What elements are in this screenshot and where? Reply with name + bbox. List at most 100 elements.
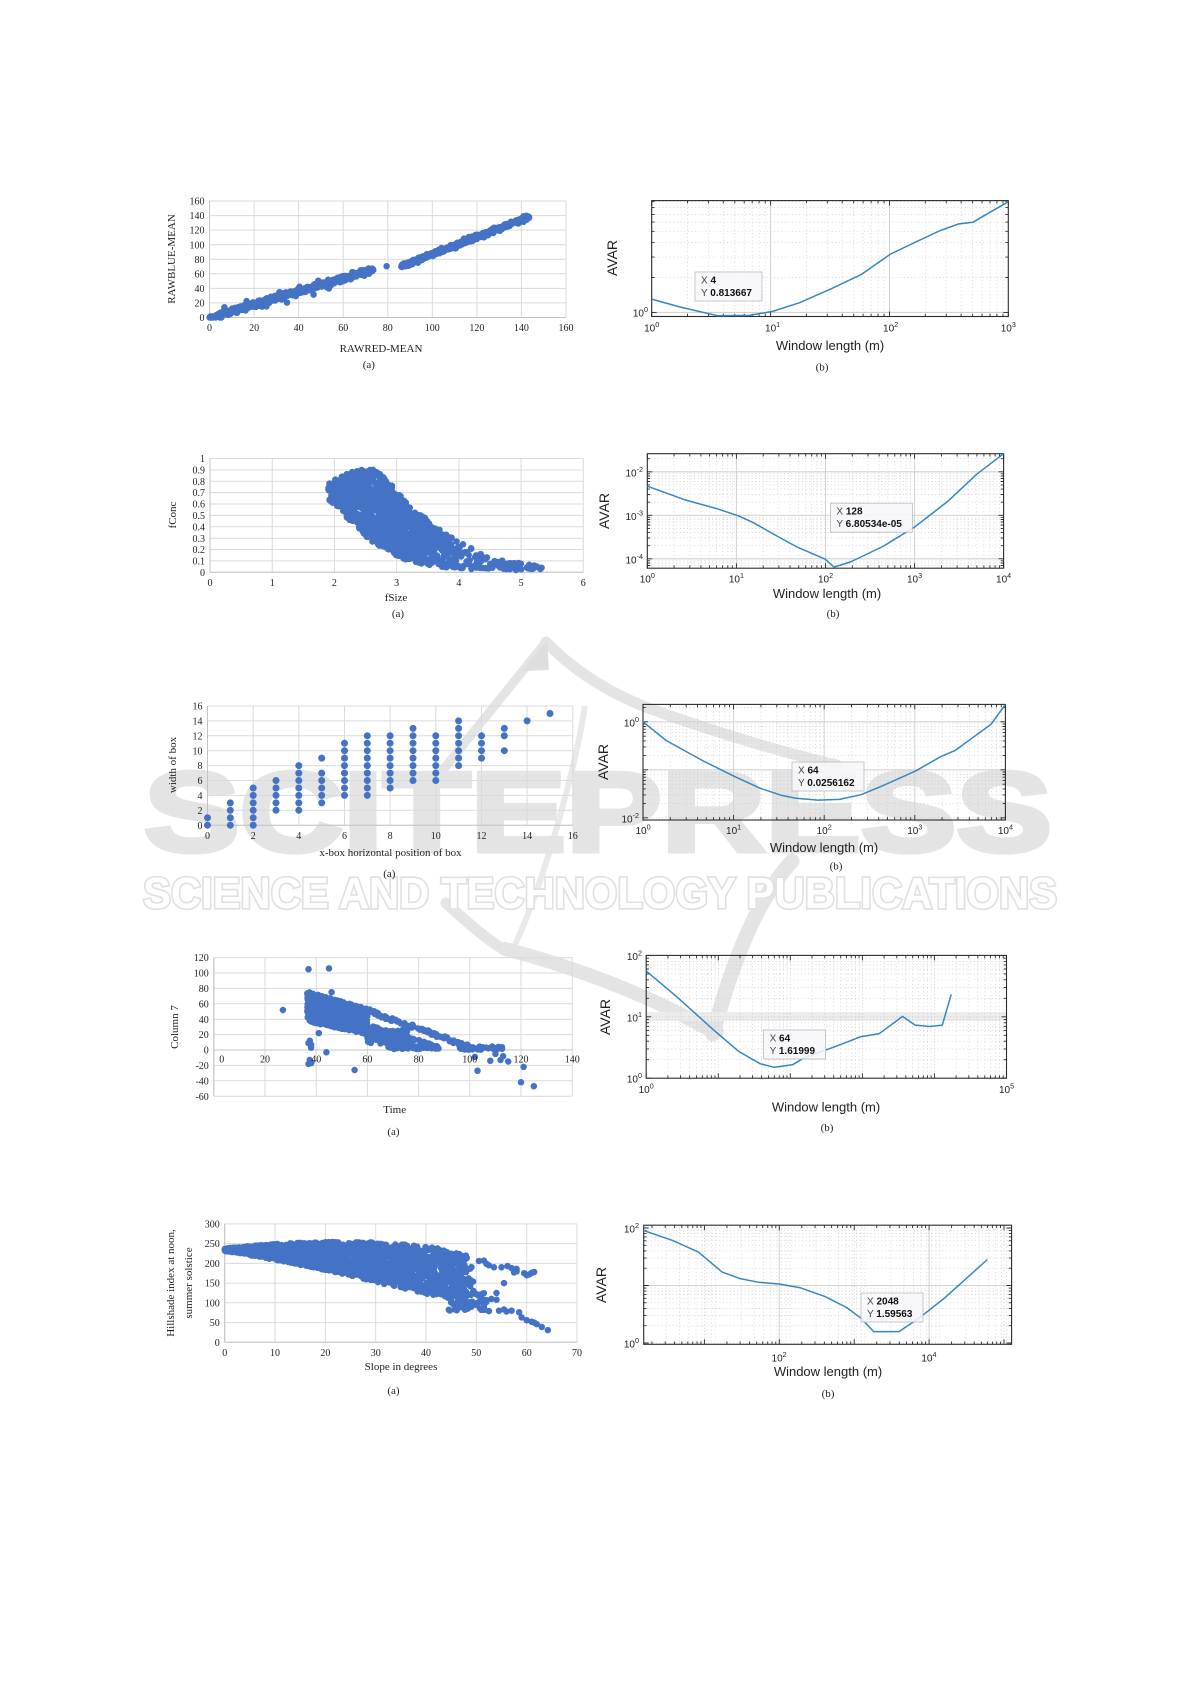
svg-text:4: 4	[296, 831, 301, 842]
svg-text:AVAR: AVAR	[593, 1267, 609, 1303]
svg-text:Column 7: Column 7	[169, 1005, 181, 1049]
svg-text:SCIENCE AND TECHNOLOGY PUBLICA: SCIENCE AND TECHNOLOGY PUBLICATIONS	[143, 869, 1057, 918]
svg-text:140: 140	[514, 323, 529, 334]
svg-text:1: 1	[270, 578, 275, 589]
svg-text:0.1: 0.1	[193, 557, 206, 568]
svg-text:4: 4	[456, 578, 461, 589]
svg-text:0: 0	[205, 831, 210, 842]
svg-text:Slope in degrees: Slope in degrees	[365, 1361, 438, 1373]
svg-text:20: 20	[320, 1348, 330, 1359]
svg-text:6: 6	[581, 578, 586, 589]
svg-text:2: 2	[198, 806, 203, 817]
svg-text:RAWRED-MEAN: RAWRED-MEAN	[340, 343, 423, 355]
svg-text:30: 30	[371, 1348, 381, 1359]
svg-text:(b): (b)	[827, 608, 840, 620]
svg-text:AVAR: AVAR	[595, 744, 611, 780]
svg-text:10: 10	[270, 1348, 280, 1359]
svg-text:Time: Time	[383, 1104, 406, 1116]
svg-text:60: 60	[195, 269, 205, 280]
svg-text:100: 100	[205, 1298, 220, 1309]
svg-text:6: 6	[342, 831, 347, 842]
svg-text:0: 0	[215, 1338, 220, 1349]
svg-text:60: 60	[338, 323, 348, 334]
svg-text:160: 160	[190, 197, 205, 208]
svg-text:80: 80	[195, 255, 205, 266]
svg-text:fConc: fConc	[167, 501, 179, 528]
svg-text:20: 20	[195, 299, 205, 310]
svg-text:Window length (m): Window length (m)	[773, 586, 881, 601]
svg-text:X 64: X 64	[798, 766, 819, 777]
svg-text:0: 0	[208, 578, 213, 589]
svg-text:120: 120	[190, 226, 205, 237]
svg-text:(b): (b)	[821, 1122, 834, 1134]
svg-text:0.5: 0.5	[193, 511, 206, 522]
svg-text:Window length (m): Window length (m)	[776, 338, 884, 353]
svg-text:8: 8	[388, 831, 393, 842]
svg-text:80: 80	[199, 984, 209, 995]
svg-text:0: 0	[204, 1046, 209, 1057]
svg-text:0.7: 0.7	[193, 488, 206, 499]
svg-text:AVAR: AVAR	[604, 240, 620, 276]
svg-text:(b): (b)	[830, 861, 843, 873]
svg-text:0.9: 0.9	[193, 466, 206, 477]
svg-text:150: 150	[205, 1279, 220, 1290]
svg-text:200: 200	[205, 1259, 220, 1270]
svg-text:100: 100	[190, 240, 205, 251]
svg-text:(b): (b)	[816, 362, 829, 374]
svg-text:width of box: width of box	[167, 736, 179, 793]
svg-text:0.3: 0.3	[193, 534, 206, 545]
svg-text:0.4: 0.4	[193, 522, 206, 533]
svg-text:X 4: X 4	[701, 276, 716, 287]
svg-text:140: 140	[190, 211, 205, 222]
svg-text:fSize: fSize	[385, 592, 408, 604]
svg-text:X 128: X 128	[836, 507, 863, 518]
svg-text:16: 16	[193, 702, 203, 713]
svg-text:10: 10	[193, 746, 203, 757]
svg-text:3: 3	[394, 578, 399, 589]
svg-text:x-box horizontal position of b: x-box horizontal position of box	[319, 847, 462, 859]
svg-text:40: 40	[294, 323, 304, 334]
svg-text:2: 2	[251, 831, 256, 842]
svg-text:80: 80	[414, 1055, 424, 1066]
svg-text:Y 0.813667: Y 0.813667	[701, 288, 752, 299]
svg-text:100: 100	[194, 969, 209, 980]
svg-text:60: 60	[362, 1055, 372, 1066]
svg-text:(a): (a)	[363, 359, 376, 371]
svg-text:8: 8	[198, 761, 203, 772]
svg-text:AVAR: AVAR	[596, 493, 612, 529]
svg-text:AVAR: AVAR	[597, 999, 613, 1035]
svg-text:60: 60	[199, 999, 209, 1010]
svg-text:X 2048: X 2048	[867, 1297, 899, 1308]
svg-text:140: 140	[565, 1055, 580, 1066]
svg-text:0.2: 0.2	[193, 545, 206, 556]
svg-text:RAWBLUE-MEAN: RAWBLUE-MEAN	[166, 214, 178, 304]
svg-text:14: 14	[522, 831, 532, 842]
svg-text:Y 1.59563: Y 1.59563	[867, 1309, 913, 1320]
svg-text:80: 80	[383, 323, 393, 334]
svg-text:100: 100	[462, 1055, 477, 1066]
svg-text:40: 40	[199, 1015, 209, 1026]
svg-text:Window length (m): Window length (m)	[774, 1364, 882, 1379]
svg-text:10: 10	[431, 831, 441, 842]
svg-text:-40: -40	[195, 1076, 208, 1087]
svg-text:120: 120	[194, 953, 209, 964]
svg-text:6: 6	[198, 776, 203, 787]
svg-text:60: 60	[522, 1348, 532, 1359]
svg-text:50: 50	[471, 1348, 481, 1359]
svg-text:0.8: 0.8	[193, 477, 206, 488]
svg-text:100: 100	[425, 323, 440, 334]
svg-text:1: 1	[200, 454, 205, 465]
svg-text:250: 250	[205, 1239, 220, 1250]
svg-text:300: 300	[205, 1220, 220, 1231]
svg-text:Y 6.80534e-05: Y 6.80534e-05	[836, 519, 902, 530]
svg-text:20: 20	[199, 1030, 209, 1041]
svg-text:0: 0	[200, 568, 205, 579]
svg-text:40: 40	[195, 284, 205, 295]
svg-text:0: 0	[222, 1348, 227, 1359]
svg-text:0: 0	[207, 323, 212, 334]
svg-text:16: 16	[568, 831, 578, 842]
svg-text:2: 2	[332, 578, 337, 589]
svg-text:14: 14	[193, 717, 203, 728]
svg-text:120: 120	[514, 1055, 529, 1066]
svg-text:50: 50	[210, 1318, 220, 1329]
